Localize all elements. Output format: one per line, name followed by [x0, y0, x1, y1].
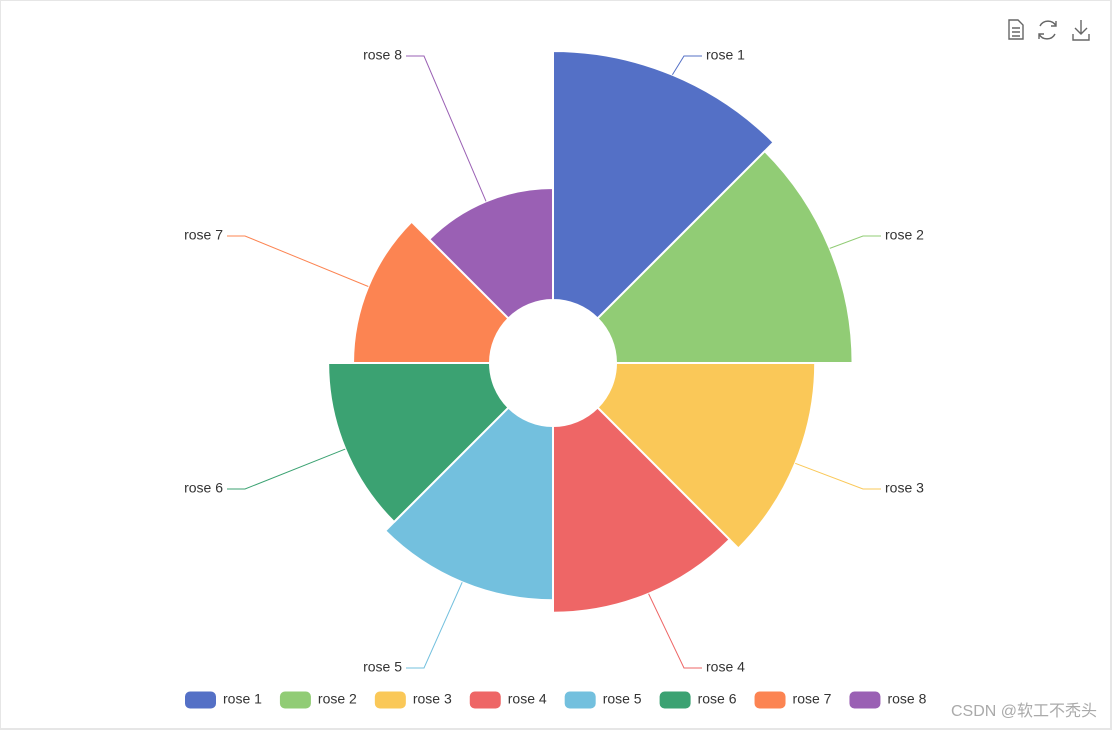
rose-sector [552, 406, 731, 614]
legend-label: rose 8 [887, 691, 926, 707]
data-view-button[interactable] [1008, 19, 1024, 40]
watermark: CSDN @软工不秃头 [951, 702, 1097, 720]
legend-swatch [279, 691, 311, 709]
label-line [795, 462, 881, 490]
legend-swatch [564, 691, 596, 709]
rose-sector [327, 362, 510, 523]
legend-label: rose 4 [508, 691, 547, 707]
rose-sector [596, 150, 854, 364]
legend-swatch [469, 691, 501, 709]
rose-sector [596, 362, 817, 550]
legend-label: rose 3 [413, 691, 452, 707]
save-image-button[interactable] [1072, 20, 1090, 41]
label-line [227, 448, 346, 490]
label-line [671, 55, 702, 76]
legend-swatch [374, 691, 406, 709]
legend-swatch [659, 691, 691, 709]
rose-sector [384, 406, 554, 602]
slice-label: rose 6 [184, 480, 223, 496]
slice-label: rose 2 [885, 227, 924, 243]
rose-sector [352, 220, 510, 364]
restore-button[interactable] [1038, 20, 1057, 40]
label-line [648, 593, 702, 669]
toolbox[interactable] [1008, 19, 1090, 41]
rose-sector [428, 186, 554, 320]
slice-label: rose 4 [706, 659, 745, 675]
legend-swatch [185, 691, 216, 709]
slice-label: rose 7 [184, 227, 223, 243]
rose-sector [552, 50, 775, 320]
slice-label: rose 3 [885, 480, 924, 496]
legend-label: rose 5 [603, 691, 642, 707]
label-line [829, 235, 881, 249]
slice-label: rose 5 [363, 659, 402, 675]
slice-label: rose 8 [363, 47, 402, 63]
legend-label: rose 1 [223, 691, 262, 707]
legend-swatch [849, 691, 881, 709]
legend-label: rose 6 [698, 691, 737, 707]
label-line [406, 55, 487, 202]
legend-label: rose 7 [793, 691, 832, 707]
label-line [227, 235, 369, 287]
legend-label: rose 2 [318, 691, 357, 707]
legend: rose 1 rose 2 rose 3 rose 4 rose 5 rose 6 rose… [185, 691, 927, 709]
legend-swatch [754, 691, 786, 709]
label-line [406, 582, 463, 669]
slice-label: rose 1 [706, 47, 745, 63]
